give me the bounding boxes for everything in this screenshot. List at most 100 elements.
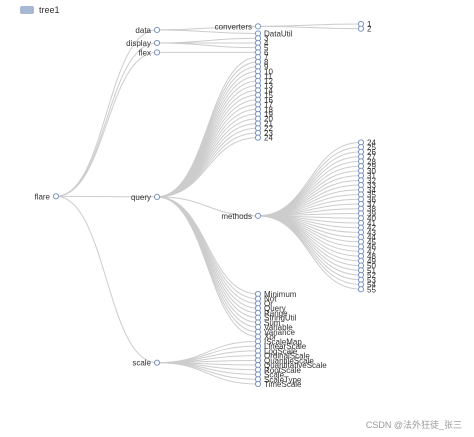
tree-link-flare-flex — [55, 51, 158, 197]
tree-link-query-14 — [156, 89, 259, 198]
tree-node-42[interactable]: 42 — [357, 224, 376, 233]
tree-node-datautil[interactable]: DataUtil — [254, 29, 293, 38]
node-label: 31 — [367, 172, 376, 181]
tree-node-data[interactable]: data — [135, 26, 161, 35]
node-label: converters — [215, 22, 252, 31]
node-label: 53 — [367, 276, 376, 285]
node-label: TimeScale — [264, 380, 302, 389]
node-label: 50 — [367, 262, 376, 271]
node-marker[interactable] — [153, 26, 161, 34]
tree-node-54[interactable]: 54 — [357, 281, 376, 290]
tree-node-2[interactable]: 2 — [357, 25, 372, 34]
tree-node-14[interactable]: 14 — [254, 86, 273, 95]
node-label: LinearScale — [264, 342, 307, 351]
node-label: QuantileScale — [264, 356, 314, 365]
node-marker[interactable] — [357, 286, 365, 293]
node-marker[interactable] — [153, 39, 161, 47]
tree-node-55[interactable]: 55 — [357, 285, 376, 294]
tree-node-flex[interactable]: flex — [139, 48, 161, 57]
node-label: 16 — [264, 96, 273, 105]
node-label: 12 — [264, 77, 273, 86]
node-marker[interactable] — [254, 380, 262, 388]
tree-node-or[interactable]: Or — [254, 299, 273, 308]
node-label: 40 — [367, 214, 376, 223]
tree-node-34[interactable]: 34 — [357, 186, 376, 195]
tree-link-methods-53 — [257, 215, 362, 281]
tree-link-query-7 — [156, 56, 259, 198]
node-label: 1 — [367, 20, 372, 29]
tree-links — [55, 23, 362, 385]
node-label: 9 — [264, 63, 269, 72]
tree-link-display-3 — [156, 37, 259, 44]
node-label: 34 — [367, 186, 376, 195]
tree-link-flare-scale — [55, 195, 158, 364]
tree-node-converters[interactable]: converters — [215, 22, 262, 31]
node-label: 35 — [367, 191, 376, 200]
node-label: DataUtil — [264, 29, 293, 38]
tree-nodes: flare data converters 12 DataUtil display 3 45 f… — [34, 20, 376, 389]
tree-link-flare-data — [55, 29, 158, 197]
tree-node-variable[interactable]: Variable — [254, 323, 293, 332]
node-marker[interactable] — [153, 359, 161, 366]
tree-node-49[interactable]: 49 — [357, 257, 376, 266]
node-label: StringUtil — [264, 314, 297, 323]
tree-link-query-17 — [156, 104, 259, 198]
node-label: 25 — [367, 143, 376, 152]
node-label: Scale — [264, 371, 285, 380]
node-label: Range — [264, 309, 288, 318]
node-label: 21 — [264, 119, 273, 128]
node-label: display — [126, 39, 151, 48]
tree-node-24[interactable]: 24 — [254, 134, 273, 143]
tree-node-display[interactable]: display — [126, 39, 161, 48]
node-label: 51 — [367, 266, 376, 275]
tree-link-methods-46 — [257, 215, 362, 248]
tree-link-query-xor — [156, 196, 259, 338]
tree-node-flare[interactable]: flare — [34, 192, 60, 201]
tree-link-query-24 — [156, 137, 259, 198]
legend[interactable]: tree1 — [20, 5, 60, 15]
node-label: 37 — [367, 200, 376, 209]
tree-node-scale[interactable]: scale — [132, 359, 161, 368]
node-label: 36 — [367, 195, 376, 204]
tree-link-query-18 — [156, 108, 259, 198]
node-label: 18 — [264, 105, 273, 114]
node-label: OrdinalScale — [264, 352, 310, 361]
tree-link-query-13 — [156, 85, 259, 198]
legend-label: tree1 — [39, 5, 60, 15]
node-label: 29 — [367, 162, 376, 171]
node-marker[interactable] — [254, 134, 262, 141]
node-marker[interactable] — [153, 49, 161, 56]
node-label: 38 — [367, 205, 376, 214]
node-label: Variance — [264, 328, 296, 337]
node-label: 30 — [367, 167, 376, 176]
node-label: 52 — [367, 271, 376, 280]
tree-node-timescale[interactable]: TimeScale — [254, 380, 302, 389]
node-label: 49 — [367, 257, 376, 266]
node-label: 33 — [367, 181, 376, 190]
node-label: 19 — [264, 110, 273, 119]
node-label: 46 — [367, 243, 376, 252]
node-marker[interactable] — [52, 193, 60, 200]
tree-link-query-9 — [156, 66, 259, 198]
node-label: 44 — [367, 233, 376, 242]
tree-node-methods[interactable]: methods — [221, 212, 262, 221]
node-marker[interactable] — [254, 212, 262, 219]
node-label: 24 — [367, 138, 376, 147]
tree-node-3[interactable]: 3 — [254, 34, 269, 43]
tree-link-query-16 — [156, 99, 259, 198]
tree-node-query[interactable]: query — [131, 193, 161, 202]
node-label: 28 — [367, 157, 376, 166]
tree-link-query-methods — [156, 196, 259, 217]
tree-node-24[interactable]: 24 — [357, 138, 376, 147]
node-label: 55 — [367, 285, 376, 294]
node-label: methods — [221, 212, 252, 221]
node-label: 45 — [367, 238, 376, 247]
node-label: 41 — [367, 219, 376, 228]
tree-node-16[interactable]: 16 — [254, 96, 273, 105]
node-marker[interactable] — [357, 25, 365, 32]
node-label: 11 — [264, 72, 273, 81]
node-marker[interactable] — [254, 23, 262, 30]
node-marker[interactable] — [153, 193, 161, 200]
node-label: 32 — [367, 176, 376, 185]
node-label: QuantitativeScale — [264, 361, 327, 370]
